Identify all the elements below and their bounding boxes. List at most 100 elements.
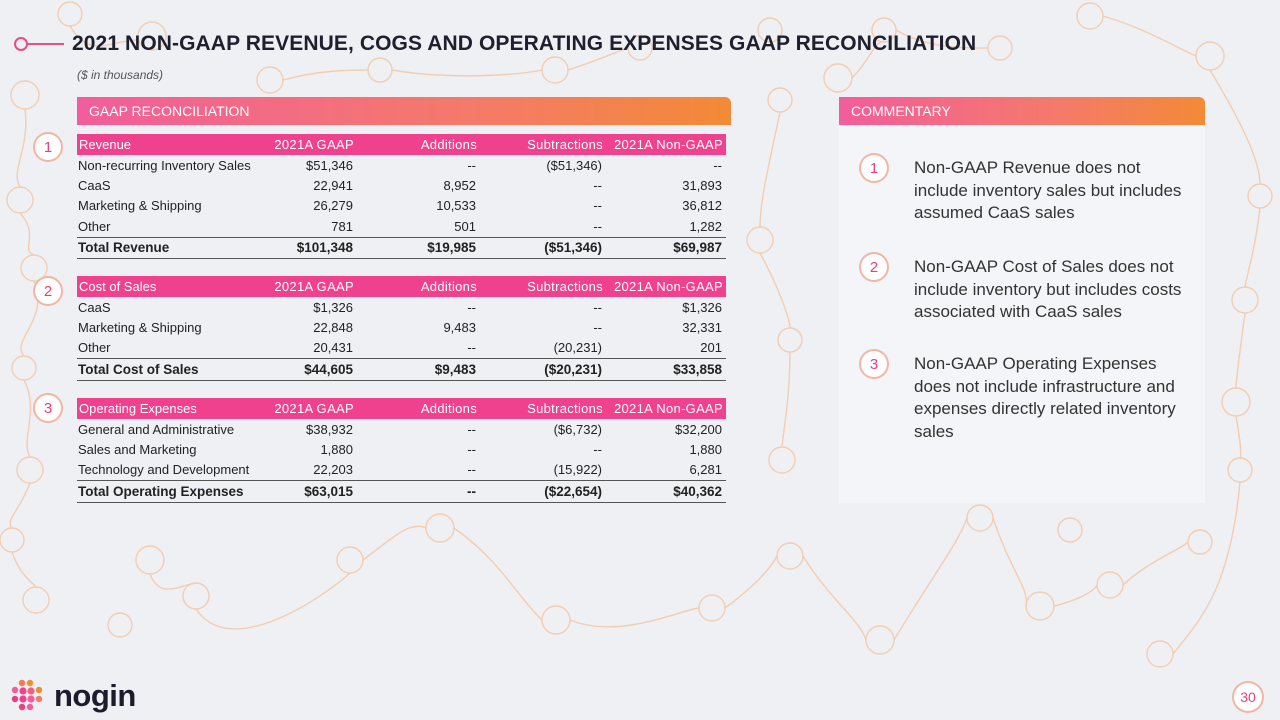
page-subtitle: ($ in thousands) bbox=[77, 68, 164, 82]
header-cell: Additions bbox=[420, 279, 477, 294]
commentary-text-1: Non-GAAP Revenue does not include invent… bbox=[914, 158, 1182, 222]
table-cell: -- bbox=[467, 340, 476, 356]
table-row: Marketing & Shipping 26,279 10,533 -- 36… bbox=[77, 196, 726, 216]
header-cell: Subtractions bbox=[527, 279, 603, 294]
table-cell: 32,331 bbox=[682, 320, 722, 336]
table-cell: -- bbox=[593, 218, 602, 234]
header-cell: Subtractions bbox=[527, 137, 603, 152]
table-cell: 781 bbox=[331, 218, 353, 234]
table-cell: 8,952 bbox=[443, 178, 476, 194]
total-row: Total Revenue $101,348 $19,985 ($51,346)… bbox=[77, 236, 726, 259]
operating-expenses-table: Operating Expenses 2021A GAAP Additions … bbox=[77, 398, 726, 503]
table-cell: (20,231) bbox=[553, 340, 602, 356]
table-cell: (15,922) bbox=[553, 462, 602, 478]
table-cell: 22,941 bbox=[313, 178, 353, 194]
header-cell: Operating Expenses bbox=[79, 401, 197, 416]
table-cell: 26,279 bbox=[313, 198, 353, 214]
table-cell: -- bbox=[467, 299, 476, 315]
header-cell: 2021A GAAP bbox=[274, 279, 354, 294]
header-cell: 2021A Non-GAAP bbox=[614, 279, 723, 294]
total-cell: Total Cost of Sales bbox=[78, 361, 199, 377]
table-cell: 22,848 bbox=[313, 320, 353, 336]
table-header: Revenue 2021A GAAP Additions Subtraction… bbox=[77, 134, 726, 155]
title-circle-icon bbox=[14, 37, 28, 51]
title-line-decoration bbox=[28, 43, 64, 45]
total-cell: $44,605 bbox=[304, 361, 353, 377]
table-cell: Other bbox=[78, 218, 111, 234]
table-cell: 1,880 bbox=[689, 442, 722, 458]
commentary-marker-1: 1 bbox=[861, 155, 887, 181]
table-cell: -- bbox=[593, 178, 602, 194]
table-cell: 22,203 bbox=[313, 462, 353, 478]
header-cell: Additions bbox=[420, 137, 477, 152]
table-cell: 9,483 bbox=[443, 320, 476, 336]
header-cell: 2021A Non-GAAP bbox=[614, 137, 723, 152]
nogin-logo: nogin bbox=[10, 678, 136, 714]
table-cell: 1,880 bbox=[320, 442, 353, 458]
total-cell: $69,987 bbox=[673, 240, 722, 256]
table-cell: -- bbox=[593, 442, 602, 458]
table-cell: CaaS bbox=[78, 299, 111, 315]
table-cell: ($51,346) bbox=[546, 157, 602, 173]
table-row: Non-recurring Inventory Sales $51,346 --… bbox=[77, 155, 726, 175]
table-cell: Other bbox=[78, 340, 111, 356]
table-row: Technology and Development 22,203 -- (15… bbox=[77, 460, 726, 480]
table-cell: -- bbox=[593, 198, 602, 214]
commentary-panel bbox=[839, 125, 1205, 503]
total-cell: $101,348 bbox=[296, 240, 353, 256]
table-cell: Technology and Development bbox=[78, 462, 250, 478]
total-cell: Total Revenue bbox=[78, 240, 170, 256]
header-cell: Subtractions bbox=[527, 401, 603, 416]
header-cell: Revenue bbox=[79, 137, 132, 152]
total-cell: $9,483 bbox=[434, 361, 476, 377]
table-cell: 36,812 bbox=[682, 198, 722, 214]
total-cell: ($20,231) bbox=[544, 361, 602, 377]
gaap-reconciliation-band: GAAP RECONCILIATION bbox=[77, 97, 731, 125]
table-cell: Sales and Marketing bbox=[78, 442, 197, 458]
table-cell: -- bbox=[593, 299, 602, 315]
commentary-text-2: Non-GAAP Cost of Sales does not include … bbox=[914, 257, 1182, 321]
table-cell: -- bbox=[713, 157, 722, 173]
table-row: Sales and Marketing 1,880 -- -- 1,880 bbox=[77, 439, 726, 459]
title-row: 2021 NON-GAAP REVENUE, COGS AND OPERATIN… bbox=[14, 32, 976, 56]
cost-of-sales-table: Cost of Sales 2021A GAAP Additions Subtr… bbox=[77, 276, 726, 381]
table-cell: 10,533 bbox=[436, 198, 476, 214]
table-row: General and Administrative $38,932 -- ($… bbox=[77, 419, 726, 439]
table-cell: -- bbox=[467, 157, 476, 173]
table-row: Marketing & Shipping 22,848 9,483 -- 32,… bbox=[77, 317, 726, 337]
total-row: Total Cost of Sales $44,605 $9,483 ($20,… bbox=[77, 358, 726, 381]
table-cell: Marketing & Shipping bbox=[78, 320, 202, 336]
table-cell: 201 bbox=[700, 340, 722, 356]
table-cell: 31,893 bbox=[682, 178, 722, 194]
table-row: Other 20,431 -- (20,231) 201 bbox=[77, 338, 726, 358]
table-cell: Marketing & Shipping bbox=[78, 198, 202, 214]
table-row: CaaS $1,326 -- -- $1,326 bbox=[77, 297, 726, 317]
total-cell: Total Operating Expenses bbox=[78, 483, 244, 499]
table-cell: $1,326 bbox=[682, 299, 722, 315]
table-cell: 1,282 bbox=[689, 218, 722, 234]
table-cell: General and Administrative bbox=[78, 421, 235, 437]
page-number: 30 bbox=[1234, 683, 1262, 711]
table-cell: -- bbox=[593, 320, 602, 336]
table-cell: $38,932 bbox=[306, 421, 353, 437]
header-cell: Cost of Sales bbox=[79, 279, 157, 294]
table-cell: 20,431 bbox=[313, 340, 353, 356]
commentary-marker-2: 2 bbox=[861, 254, 887, 280]
table-row: Other 781 501 -- 1,282 bbox=[77, 216, 726, 236]
commentary-band: COMMENTARY bbox=[839, 97, 1205, 125]
table-cell: ($6,732) bbox=[553, 421, 602, 437]
logo-dots-icon bbox=[11, 679, 43, 711]
total-cell: -- bbox=[467, 483, 476, 499]
logo-text: nogin bbox=[54, 678, 136, 713]
table-cell: 501 bbox=[454, 218, 476, 234]
header-cell: 2021A GAAP bbox=[274, 401, 354, 416]
total-cell: ($22,654) bbox=[544, 483, 602, 499]
total-cell: ($51,346) bbox=[544, 240, 602, 256]
total-cell: $19,985 bbox=[427, 240, 476, 256]
total-cell: $63,015 bbox=[304, 483, 353, 499]
table-header: Operating Expenses 2021A GAAP Additions … bbox=[77, 398, 726, 419]
table-cell: $1,326 bbox=[313, 299, 353, 315]
total-cell: $40,362 bbox=[673, 483, 722, 499]
table-cell: Non-recurring Inventory Sales bbox=[78, 157, 251, 173]
